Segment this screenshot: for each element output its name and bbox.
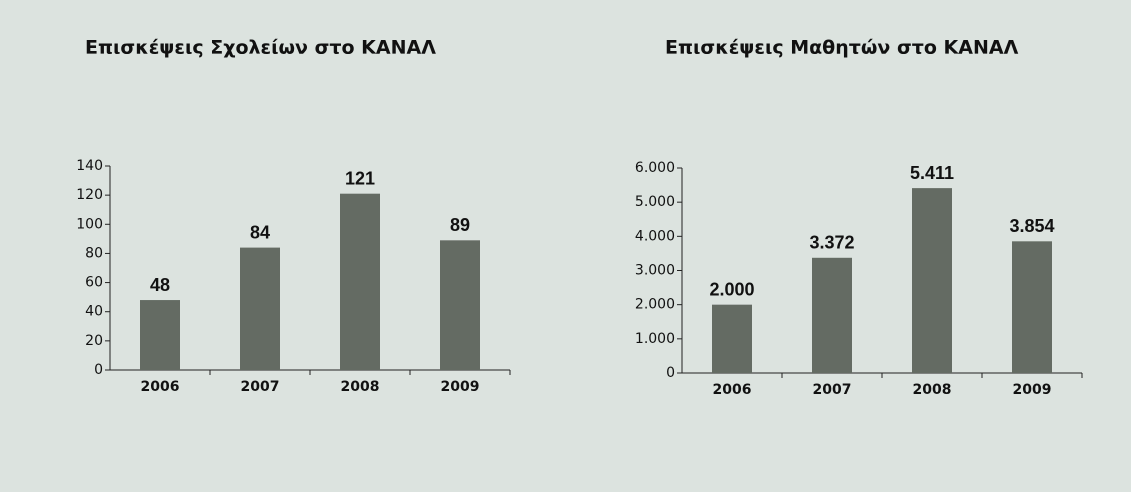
x-tick-label: 2007: [241, 379, 280, 395]
bar: [1012, 241, 1052, 373]
chart-title: Επισκέψεις Μαθητών στο ΚΑΝΑΛ: [665, 37, 1019, 59]
y-tick-label: 0: [94, 362, 103, 378]
y-tick-label: 3.000: [635, 263, 675, 279]
y-tick-label: 120: [76, 187, 103, 203]
y-tick-label: 140: [76, 158, 103, 174]
y-tick-label: 6.000: [635, 160, 675, 176]
y-tick-label: 0: [666, 365, 675, 381]
y-tick-label: 1.000: [635, 331, 675, 347]
bar: [440, 240, 480, 370]
y-tick-label: 2.000: [635, 297, 675, 313]
y-tick-label: 60: [85, 275, 103, 291]
value-label: 5.411: [910, 163, 954, 183]
value-label: 2.000: [709, 279, 754, 299]
y-tick-label: 20: [85, 333, 103, 349]
y-tick-label: 40: [85, 304, 103, 320]
bar: [712, 304, 752, 373]
chart-title: Επισκέψεις Σχολείων στο ΚΑΝΑΛ: [85, 37, 436, 59]
x-tick-label: 2009: [1013, 382, 1052, 398]
x-tick-label: 2006: [713, 382, 752, 398]
bar: [912, 188, 952, 373]
bar: [812, 257, 852, 373]
y-tick-label: 5.000: [635, 194, 675, 210]
x-tick-label: 2008: [341, 379, 380, 395]
x-tick-label: 2008: [913, 382, 952, 398]
value-label: 89: [450, 215, 470, 235]
y-tick-label: 80: [85, 245, 103, 261]
value-label: 84: [250, 222, 270, 242]
bar: [240, 247, 280, 370]
y-tick-label: 4.000: [635, 228, 675, 244]
x-tick-label: 2009: [441, 379, 480, 395]
bar: [340, 193, 380, 370]
value-label: 3.372: [809, 233, 854, 253]
y-tick-label: 100: [76, 216, 103, 232]
value-label: 3.854: [1009, 216, 1054, 236]
value-label: 48: [150, 275, 170, 295]
x-tick-label: 2007: [813, 382, 852, 398]
x-tick-label: 2006: [141, 379, 180, 395]
bar: [140, 300, 180, 370]
value-label: 121: [345, 168, 375, 188]
